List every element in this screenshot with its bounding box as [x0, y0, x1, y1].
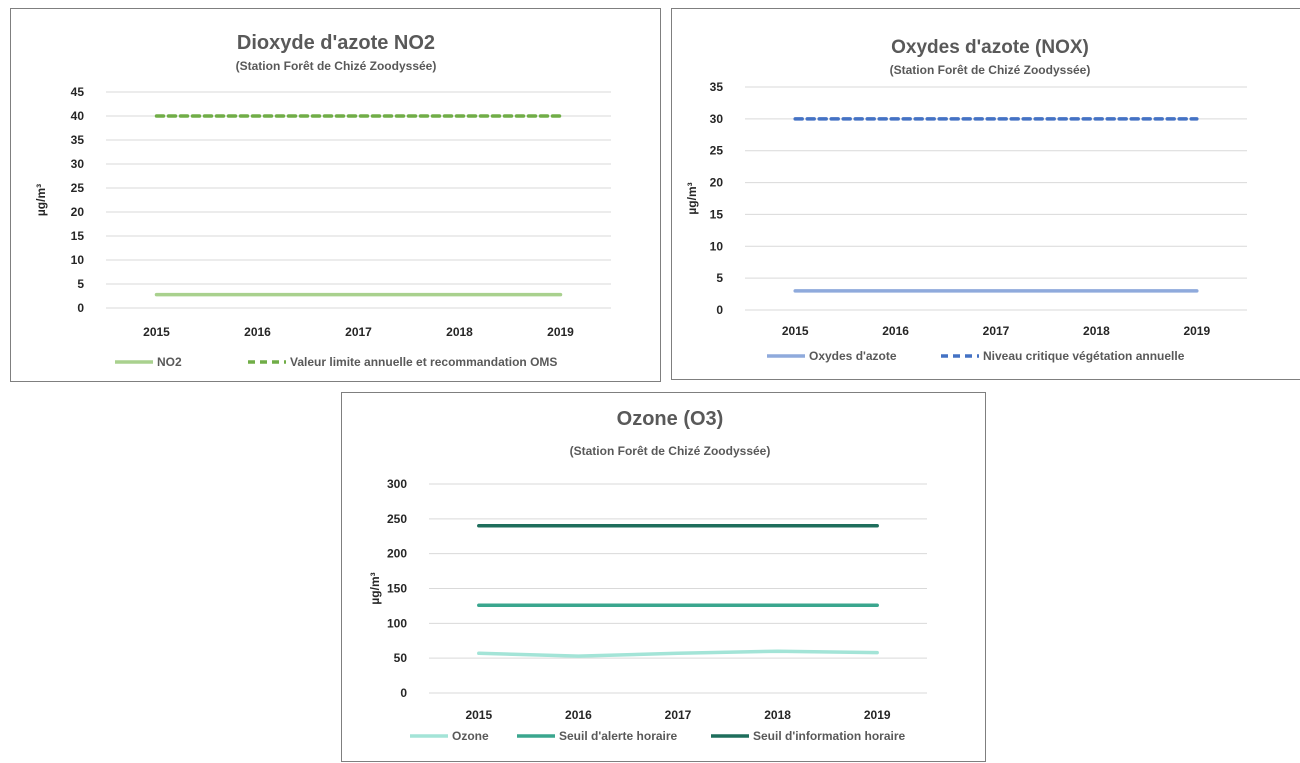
x-tick-label: 2016 — [244, 325, 271, 339]
y-tick-label: 20 — [710, 176, 724, 190]
y-tick-label: 40 — [71, 109, 85, 123]
y-tick-label: 0 — [716, 303, 723, 317]
y-tick-label: 25 — [710, 144, 724, 158]
y-tick-label: 35 — [71, 133, 85, 147]
x-tick-label: 2015 — [465, 708, 492, 722]
y-tick-label: 5 — [77, 277, 84, 291]
y-tick-label: 30 — [710, 112, 724, 126]
legend-label: Ozone — [452, 729, 489, 743]
y-tick-label: 15 — [71, 229, 85, 243]
chart-svg-nox: Oxydes d'azote (NOX) (Station Forêt de Ch… — [685, 37, 1247, 363]
chart-panel-o3: Ozone (O3) (Station Forêt de Chizé Zoodys… — [341, 392, 986, 762]
legend-label: Seuil d'alerte horaire — [559, 729, 678, 743]
x-tick-label: 2017 — [665, 708, 692, 722]
y-tick-label: 35 — [710, 80, 724, 94]
x-tick-label: 2019 — [864, 708, 891, 722]
chart-panel-no2: Dioxyde d'azote NO2 (Station Forêt de Chi… — [10, 8, 661, 382]
x-tick-label: 2018 — [764, 708, 791, 722]
legend-label: Valeur limite annuelle et recommandation… — [290, 355, 557, 369]
chart-title: Oxydes d'azote (NOX) — [891, 37, 1089, 58]
y-tick-label: 30 — [71, 157, 85, 171]
y-tick-label: 0 — [77, 301, 84, 315]
y-tick-label: 15 — [710, 207, 724, 221]
y-tick-label: 0 — [400, 686, 407, 700]
y-tick-label: 10 — [71, 253, 85, 267]
y-tick-label: 250 — [387, 512, 407, 526]
y-tick-label: 50 — [394, 651, 408, 665]
y-tick-label: 20 — [71, 205, 85, 219]
y-axis-label: µg/m³ — [368, 572, 382, 604]
y-tick-label: 300 — [387, 477, 407, 491]
chart-subtitle: (Station Forêt de Chizé Zoodyssée) — [570, 444, 771, 458]
chart-panel-nox: Oxydes d'azote (NOX) (Station Forêt de Ch… — [671, 8, 1300, 380]
chart-title: Ozone (O3) — [617, 408, 724, 430]
y-tick-label: 10 — [710, 239, 724, 253]
y-tick-label: 100 — [387, 616, 407, 630]
x-tick-label: 2018 — [446, 325, 473, 339]
x-tick-label: 2016 — [882, 324, 909, 338]
y-tick-label: 25 — [71, 181, 85, 195]
y-axis-label: µg/m³ — [685, 182, 699, 214]
x-tick-label: 2015 — [143, 325, 170, 339]
y-tick-label: 5 — [716, 271, 723, 285]
legend-label: NO2 — [157, 355, 182, 369]
legend-label: Oxydes d'azote — [809, 349, 897, 363]
x-tick-label: 2017 — [983, 324, 1010, 338]
chart-title: Dioxyde d'azote NO2 — [237, 32, 435, 54]
legend-label: Seuil d'information horaire — [753, 729, 906, 743]
y-tick-label: 45 — [71, 85, 85, 99]
chart-subtitle: (Station Forêt de Chizé Zoodyssée) — [890, 63, 1091, 77]
x-tick-label: 2018 — [1083, 324, 1110, 338]
x-tick-label: 2019 — [1183, 324, 1210, 338]
x-tick-label: 2019 — [547, 325, 574, 339]
y-tick-label: 200 — [387, 547, 407, 561]
chart-subtitle: (Station Forêt de Chizé Zoodyssée) — [236, 59, 437, 73]
y-axis-label: µg/m³ — [34, 184, 48, 216]
y-tick-label: 150 — [387, 582, 407, 596]
x-tick-label: 2015 — [782, 324, 809, 338]
chart-svg-o3: Ozone (O3) (Station Forêt de Chizé Zoodys… — [368, 408, 927, 743]
chart-svg-no2: Dioxyde d'azote NO2 (Station Forêt de Chi… — [34, 32, 611, 369]
x-tick-label: 2016 — [565, 708, 592, 722]
legend-label: Niveau critique végétation annuelle — [983, 349, 1185, 363]
x-tick-label: 2017 — [345, 325, 372, 339]
series-line — [477, 649, 879, 658]
